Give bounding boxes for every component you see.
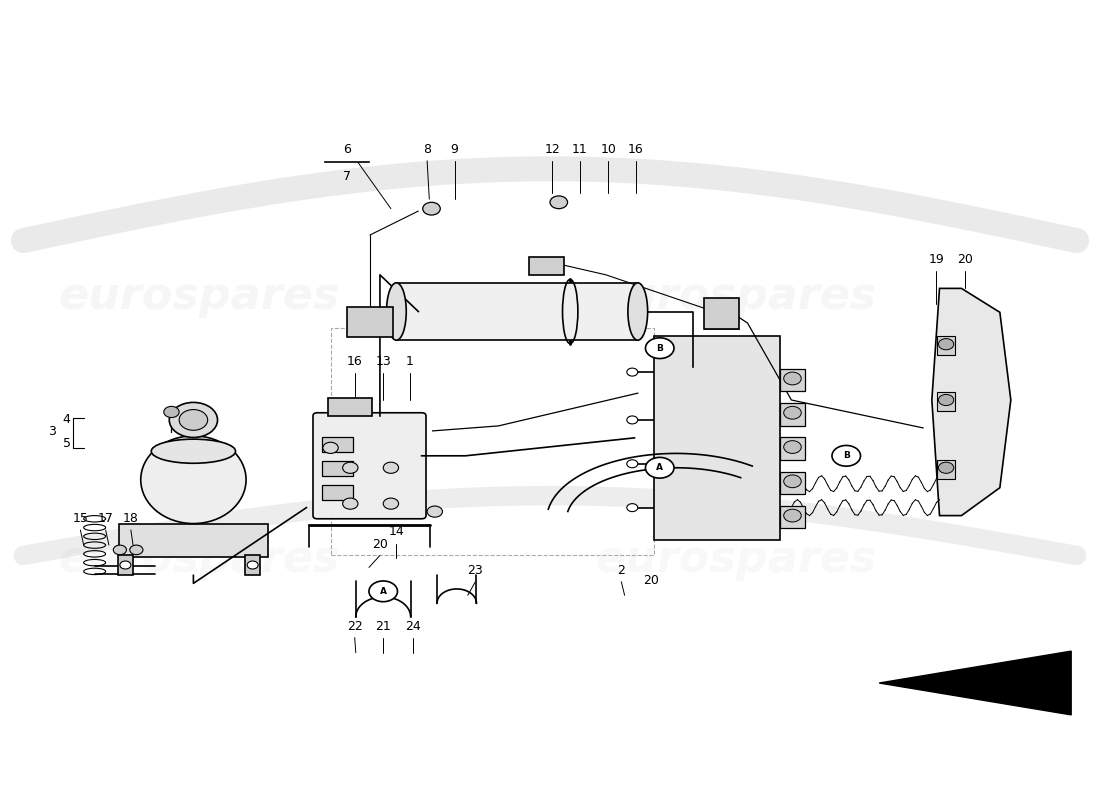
Circle shape [938, 462, 954, 474]
Circle shape [113, 545, 127, 554]
Bar [704, 298, 739, 329]
Circle shape [646, 458, 674, 478]
Polygon shape [932, 288, 1011, 515]
Circle shape [783, 406, 801, 419]
Bar [529, 258, 564, 275]
Text: 9: 9 [451, 143, 459, 156]
Circle shape [550, 196, 568, 209]
Text: 6: 6 [343, 143, 351, 156]
Bar [780, 369, 804, 391]
Circle shape [627, 368, 638, 376]
Text: 10: 10 [601, 143, 616, 156]
Bar [780, 506, 804, 528]
Circle shape [130, 545, 143, 554]
Circle shape [627, 416, 638, 424]
Circle shape [422, 202, 440, 215]
Text: 22: 22 [346, 620, 363, 633]
Text: 24: 24 [405, 620, 420, 633]
Text: B: B [657, 344, 663, 353]
Ellipse shape [386, 283, 406, 340]
Text: eurospares: eurospares [596, 275, 877, 318]
Circle shape [783, 441, 801, 454]
Text: 1: 1 [406, 355, 414, 368]
Bar [322, 486, 352, 500]
Circle shape [783, 372, 801, 385]
Bar [118, 555, 133, 575]
Text: 16: 16 [346, 355, 363, 368]
Bar [322, 438, 352, 452]
Circle shape [783, 510, 801, 522]
Text: 5: 5 [63, 438, 70, 450]
Text: B: B [843, 451, 849, 460]
Text: 17: 17 [98, 512, 113, 525]
Text: A: A [657, 463, 663, 472]
Text: eurospares: eurospares [58, 538, 340, 581]
Circle shape [646, 338, 674, 358]
Text: 23: 23 [468, 564, 483, 577]
Bar [937, 460, 955, 479]
Text: 4: 4 [63, 414, 70, 426]
Text: 15: 15 [73, 512, 88, 525]
Circle shape [164, 406, 179, 418]
Text: 16: 16 [628, 143, 643, 156]
Circle shape [383, 498, 398, 510]
Bar [396, 283, 638, 340]
Text: 21: 21 [375, 620, 392, 633]
Bar [119, 523, 268, 557]
Circle shape [427, 506, 442, 517]
Bar [937, 336, 955, 355]
Circle shape [383, 462, 398, 474]
Circle shape [783, 475, 801, 488]
Bar [245, 555, 261, 575]
Circle shape [627, 504, 638, 512]
Circle shape [342, 462, 358, 474]
Text: eurospares: eurospares [596, 538, 877, 581]
Text: 20: 20 [372, 538, 388, 551]
Bar [780, 438, 804, 460]
Text: 3: 3 [48, 426, 56, 438]
Circle shape [832, 446, 860, 466]
Text: 20: 20 [957, 253, 972, 266]
Bar [654, 336, 780, 539]
Circle shape [248, 561, 258, 569]
Text: 19: 19 [928, 253, 944, 266]
Circle shape [120, 561, 131, 569]
Circle shape [938, 338, 954, 350]
Circle shape [938, 394, 954, 406]
Ellipse shape [141, 436, 246, 523]
Text: 8: 8 [424, 143, 431, 156]
Text: 2: 2 [617, 564, 625, 577]
Text: 7: 7 [343, 170, 351, 182]
Text: 13: 13 [375, 355, 392, 368]
Bar [329, 398, 372, 416]
Circle shape [342, 498, 358, 510]
FancyBboxPatch shape [314, 413, 426, 518]
Circle shape [169, 402, 218, 438]
Bar [346, 307, 393, 338]
Text: 14: 14 [388, 525, 405, 538]
Text: 20: 20 [644, 574, 659, 587]
Ellipse shape [152, 439, 235, 463]
Ellipse shape [628, 283, 648, 340]
Text: eurospares: eurospares [58, 275, 340, 318]
Text: 12: 12 [544, 143, 560, 156]
Bar [780, 403, 804, 426]
Bar [331, 328, 654, 555]
Text: 11: 11 [572, 143, 587, 156]
Bar [322, 462, 352, 476]
Bar [937, 392, 955, 411]
Circle shape [368, 581, 397, 602]
Text: A: A [379, 587, 387, 596]
Circle shape [323, 442, 338, 454]
Bar [780, 472, 804, 494]
Text: 18: 18 [123, 512, 139, 525]
Circle shape [179, 410, 208, 430]
Circle shape [627, 460, 638, 468]
Polygon shape [879, 651, 1071, 715]
